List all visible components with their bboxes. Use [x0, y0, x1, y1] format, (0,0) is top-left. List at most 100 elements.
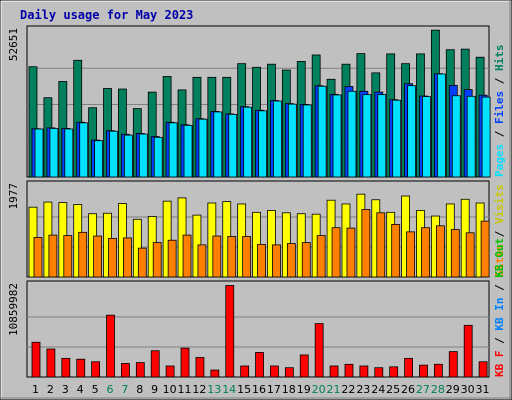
bar-sites-day-13: [212, 235, 222, 278]
bar-pages-day-15: [243, 106, 253, 178]
day-label: 17: [267, 383, 281, 396]
day-axis-labels: 1 2 3 4 5 6 7 8 9 10 11 12 13 14 15 16 17 18 19 20 21 22 23 24 2…: [32, 383, 490, 396]
bar-kb-f-day-5: [91, 361, 101, 378]
legend-entry: Visits: [493, 184, 506, 224]
day-label: 24: [371, 383, 385, 396]
bar-pages-day-5: [94, 140, 104, 178]
bar-sites-day-3: [63, 235, 73, 278]
legend-entry: KB In: [493, 298, 506, 331]
day-label: 26: [401, 383, 415, 396]
bar-sites-day-22: [346, 227, 356, 278]
bar-kb-f-day-10: [165, 365, 175, 378]
bar-visits-day-17: [267, 210, 276, 278]
bar-sites-day-31: [480, 220, 490, 278]
bar-sites-day-10: [167, 239, 177, 278]
legend-entry: /: [493, 124, 506, 144]
bar-pages-day-10: [168, 122, 178, 178]
day-label: 16: [252, 383, 266, 396]
day-label: 23: [356, 383, 370, 396]
bar-kb-f-day-25: [389, 366, 399, 378]
day-label: 30: [461, 383, 475, 396]
bar-kb-f-day-20: [314, 323, 324, 378]
bar-kb-f-day-23: [359, 365, 369, 378]
bar-kb-f-day-4: [76, 358, 86, 378]
bar-pages-day-18: [287, 103, 297, 178]
bar-sites-day-15: [242, 236, 252, 278]
y-max-label: 1977: [7, 183, 20, 210]
legend-entry: Files: [493, 91, 506, 124]
chart-panels: 52651 Pages / Files / Hits 1977 Sites / Vis…: [7, 25, 506, 378]
legend-entry: /: [493, 331, 506, 351]
y-max-label: 10859982: [7, 283, 20, 336]
right-legend: Pages / Files / Hits: [493, 45, 506, 178]
bar-kb-f-day-12: [195, 357, 205, 378]
bar-kb-f-day-7: [121, 363, 130, 378]
legend-entry: /: [493, 278, 506, 298]
bar-pages-day-9: [153, 136, 163, 178]
bar-pages-day-22: [347, 90, 357, 178]
legend-entry: KB Out: [493, 238, 506, 278]
day-label: 6: [106, 383, 113, 396]
bar-pages-day-20: [317, 85, 327, 178]
bar-kb-f-day-22: [344, 363, 354, 378]
day-label: 11: [177, 383, 191, 396]
bar-sites-day-29: [450, 229, 460, 278]
day-label: 2: [47, 383, 54, 396]
day-label: 27: [416, 383, 430, 396]
bar-kb-f-day-26: [404, 357, 413, 378]
bar-pages-day-1: [34, 128, 44, 178]
day-label: 21: [327, 383, 341, 396]
bar-sites-day-18: [286, 243, 296, 278]
day-label: 13: [207, 383, 221, 396]
legend-entry: /: [493, 71, 506, 91]
day-label: 12: [192, 383, 206, 396]
legend-entry: Sites: [493, 244, 506, 277]
bar-sites-day-7: [123, 237, 132, 278]
bar-sites-day-5: [93, 235, 103, 278]
bar-pages-day-21: [332, 94, 342, 178]
bar-pages-day-24: [377, 94, 387, 178]
bar-sites-day-21: [331, 227, 341, 278]
bar-kb-f-day-30: [463, 324, 473, 378]
bar-pages-day-6: [109, 130, 118, 178]
bar-kb-f-day-14: [225, 285, 235, 378]
bar-kb-f-day-19: [299, 354, 309, 378]
day-label: 20: [312, 383, 326, 396]
bar-kb-f-day-29: [448, 351, 458, 378]
bar-pages-day-17: [273, 100, 282, 178]
bar-kb-f-day-9: [150, 350, 160, 378]
legend-entry: /: [493, 224, 506, 244]
day-label: 5: [92, 383, 99, 396]
bar-pages-day-12: [198, 118, 208, 178]
day-label: 1: [32, 383, 39, 396]
day-label: 25: [386, 383, 400, 396]
bar-pages-day-13: [213, 111, 223, 178]
bar-pages-day-26: [407, 85, 416, 178]
bar-pages-day-3: [64, 128, 74, 178]
legend-entry: KB F: [493, 351, 506, 378]
chart-title: Daily usage for May 2023: [20, 8, 193, 22]
bar-kb-f-day-15: [240, 365, 250, 378]
bar-sites-day-25: [391, 224, 401, 278]
day-label: 9: [151, 383, 158, 396]
day-label: 28: [431, 383, 445, 396]
bar-sites-day-6: [108, 237, 117, 278]
bar-sites-day-20: [316, 235, 326, 278]
day-label: 10: [163, 383, 177, 396]
bar-sites-day-17: [272, 244, 281, 278]
bar-pages-day-30: [466, 95, 476, 178]
bar-kb-f-day-8: [135, 362, 145, 378]
day-label: 29: [446, 383, 460, 396]
bar-pages-day-11: [183, 124, 193, 178]
bar-pages-day-19: [302, 104, 312, 178]
day-label: 19: [297, 383, 311, 396]
bar-sites-day-19: [301, 242, 311, 278]
panel-hits-files-pages: 52651 Pages / Files / Hits: [7, 25, 506, 178]
day-label: 22: [341, 383, 355, 396]
bar-pages-day-25: [392, 99, 402, 178]
day-label: 31: [476, 383, 490, 396]
bar-sites-day-12: [197, 244, 207, 278]
bar-kb-f-day-24: [374, 367, 384, 378]
bar-visits-day-10: [162, 200, 172, 278]
day-label: 3: [62, 383, 69, 396]
